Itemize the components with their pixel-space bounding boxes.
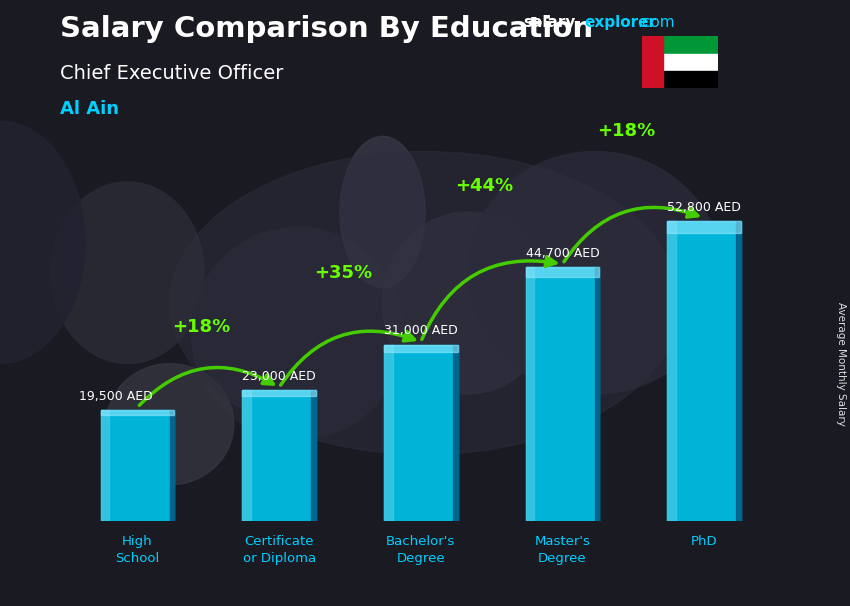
Bar (667, 221, 741, 233)
Ellipse shape (106, 364, 234, 485)
Bar (595, 267, 599, 521)
Bar (100, 410, 174, 415)
Text: Average Monthly Salary: Average Monthly Salary (836, 302, 846, 425)
Bar (642, 36, 718, 53)
Bar (384, 345, 393, 521)
Bar (100, 410, 174, 521)
Ellipse shape (468, 152, 722, 394)
Bar (311, 390, 316, 521)
Text: Salary Comparison By Education: Salary Comparison By Education (60, 15, 592, 43)
Bar (242, 390, 251, 521)
Bar (242, 390, 316, 521)
Bar (384, 345, 457, 521)
Text: .com: .com (638, 15, 675, 30)
Text: 44,700 AED: 44,700 AED (525, 247, 599, 259)
Bar (525, 267, 599, 521)
Text: +35%: +35% (314, 264, 372, 282)
Bar (100, 410, 110, 521)
Bar (525, 267, 599, 278)
Text: Chief Executive Officer: Chief Executive Officer (60, 64, 283, 82)
Text: +18%: +18% (172, 318, 230, 336)
Bar (667, 221, 741, 521)
Text: Al Ain: Al Ain (60, 100, 118, 118)
Text: 23,000 AED: 23,000 AED (242, 370, 316, 383)
Text: +18%: +18% (597, 122, 655, 140)
Text: 19,500 AED: 19,500 AED (79, 390, 153, 403)
Bar (384, 345, 457, 352)
Ellipse shape (191, 227, 404, 439)
Bar (736, 221, 741, 521)
Text: 31,000 AED: 31,000 AED (384, 324, 457, 338)
Bar (525, 267, 535, 521)
Ellipse shape (51, 182, 204, 364)
Text: 52,800 AED: 52,800 AED (667, 201, 741, 213)
Bar (667, 221, 676, 521)
Ellipse shape (382, 212, 552, 394)
Text: explorer: explorer (585, 15, 657, 30)
Bar (242, 390, 316, 396)
Bar (453, 345, 457, 521)
Ellipse shape (170, 152, 680, 454)
Bar (642, 36, 663, 88)
Bar (642, 53, 718, 71)
Ellipse shape (340, 136, 425, 288)
Text: +44%: +44% (456, 177, 513, 195)
Ellipse shape (0, 121, 85, 364)
Text: salary: salary (523, 15, 575, 30)
Bar (642, 71, 718, 88)
Bar (170, 410, 174, 521)
